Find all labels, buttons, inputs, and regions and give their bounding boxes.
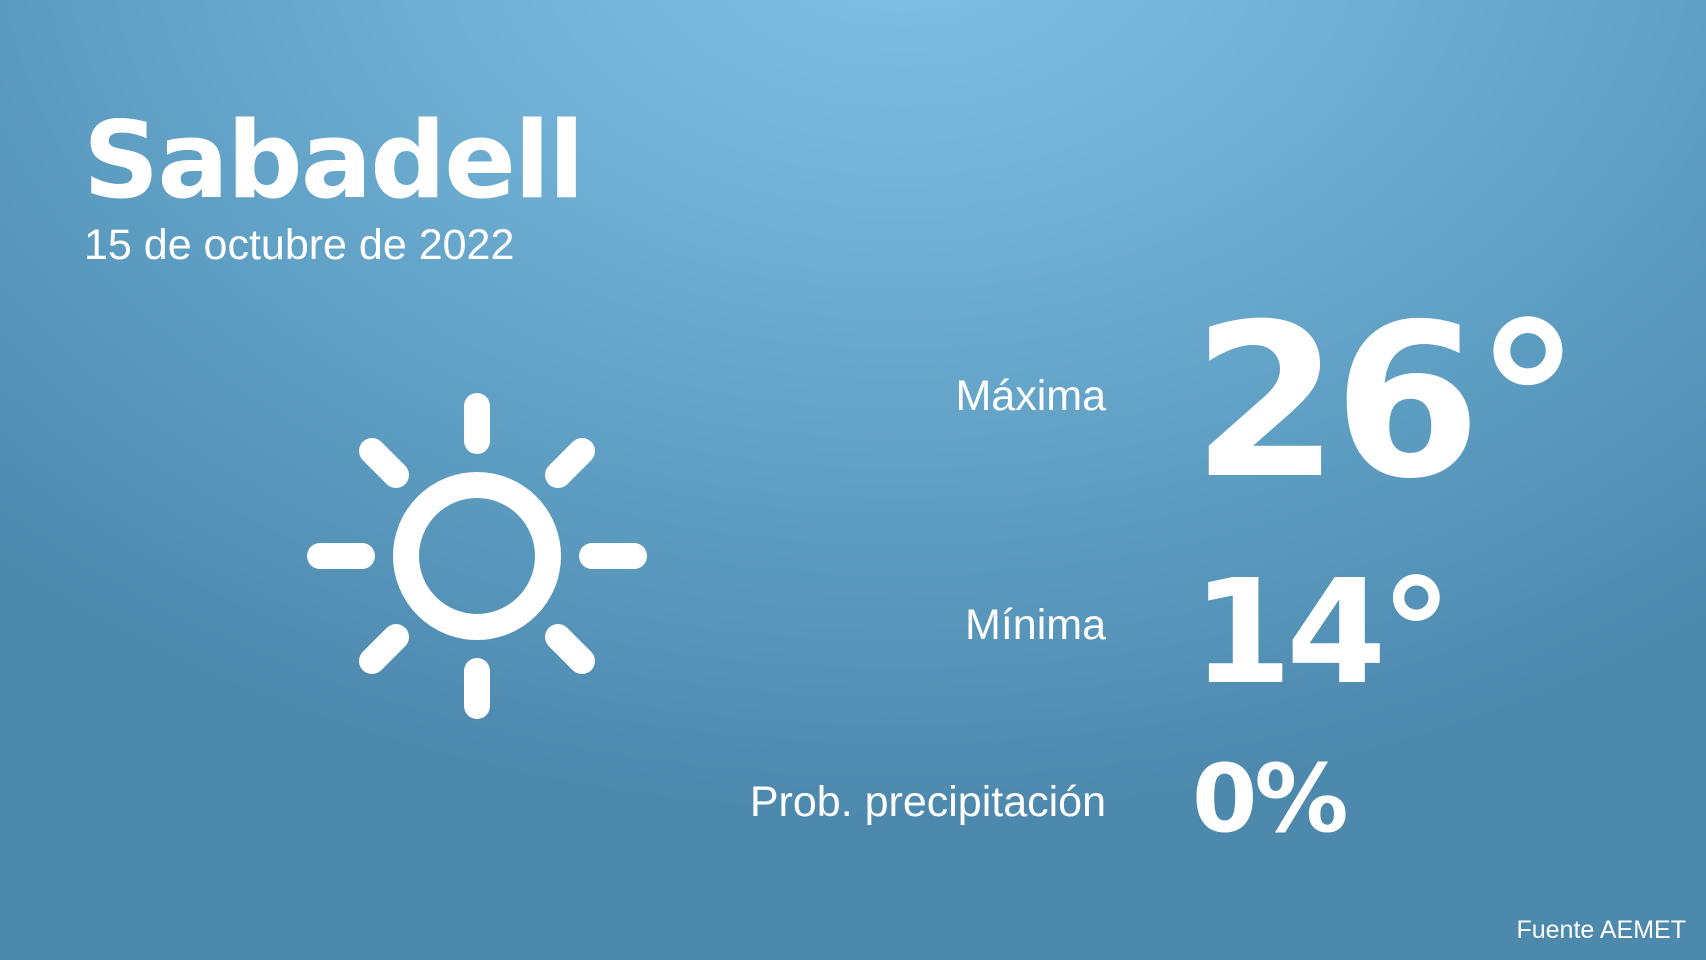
min-temp-label: Mínima (965, 601, 1106, 649)
city-name: Sabadell (83, 99, 585, 222)
forecast-date: 15 de octubre de 2022 (84, 221, 515, 269)
sun-icon (307, 393, 647, 719)
precipitation-value: 0% (1192, 745, 1349, 854)
precipitation-label: Prob. precipitación (749, 778, 1106, 826)
max-temp-label: Máxima (955, 372, 1106, 420)
source-credit: Fuente AEMET (1516, 916, 1686, 944)
min-temp-value: 14° (1192, 548, 1452, 716)
max-temp-value: 26° (1192, 278, 1581, 525)
